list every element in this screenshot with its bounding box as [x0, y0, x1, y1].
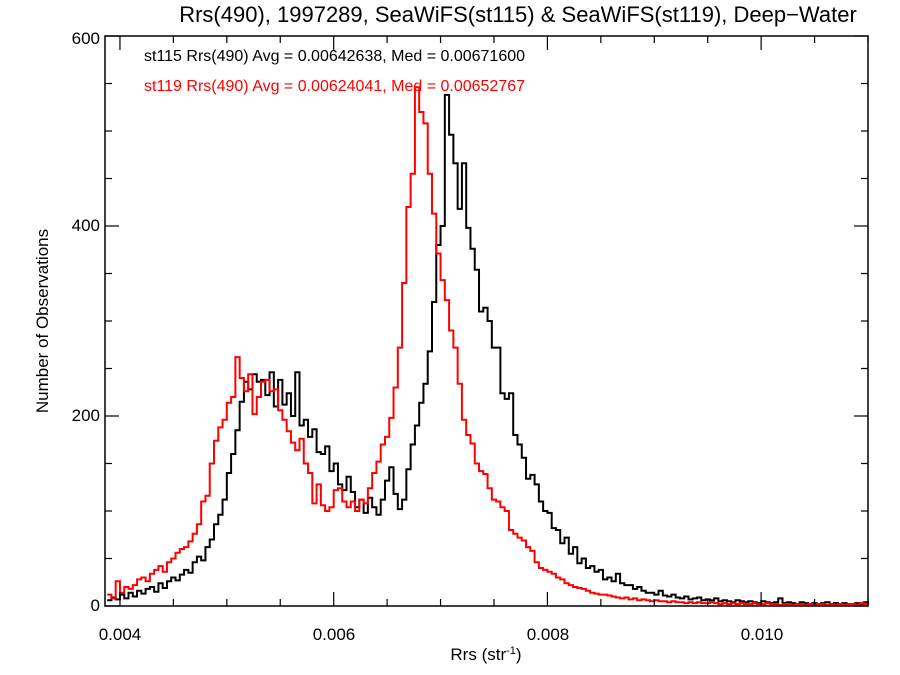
series-st115: [107, 93, 869, 606]
x-axis-title-close: ): [516, 645, 522, 664]
chart-title: Rrs(490), 1997289, SeaWiFS(st115) & SeaW…: [179, 2, 857, 27]
legend-entry-st115: st115 Rrs(490) Avg = 0.00642638, Med = 0…: [144, 48, 525, 65]
y-tick-label: 600: [72, 29, 100, 48]
x-tick-label: 0.006: [313, 625, 356, 644]
plot-frame: [104, 35, 869, 607]
x-tick-label: 0.008: [527, 625, 570, 644]
y-axis-title: Number of Observations: [33, 229, 52, 413]
series-st119: [107, 86, 868, 607]
legend-entry-st119: st119 Rrs(490) Avg = 0.00624041, Med = 0…: [144, 78, 525, 95]
x-axis-title-superscript: -1: [506, 645, 516, 657]
y-tick-label: 400: [72, 216, 100, 235]
y-tick-label: 200: [72, 406, 100, 425]
x-axis-title-main: Rrs (str: [450, 645, 506, 664]
y-tick-label: 0: [91, 596, 100, 615]
x-tick-label: 0.004: [99, 625, 142, 644]
x-tick-label: 0.010: [741, 625, 784, 644]
series-layer: [107, 86, 869, 607]
x-axis-title: Rrs (str-1): [450, 645, 521, 664]
ticks-layer: [105, 35, 869, 607]
